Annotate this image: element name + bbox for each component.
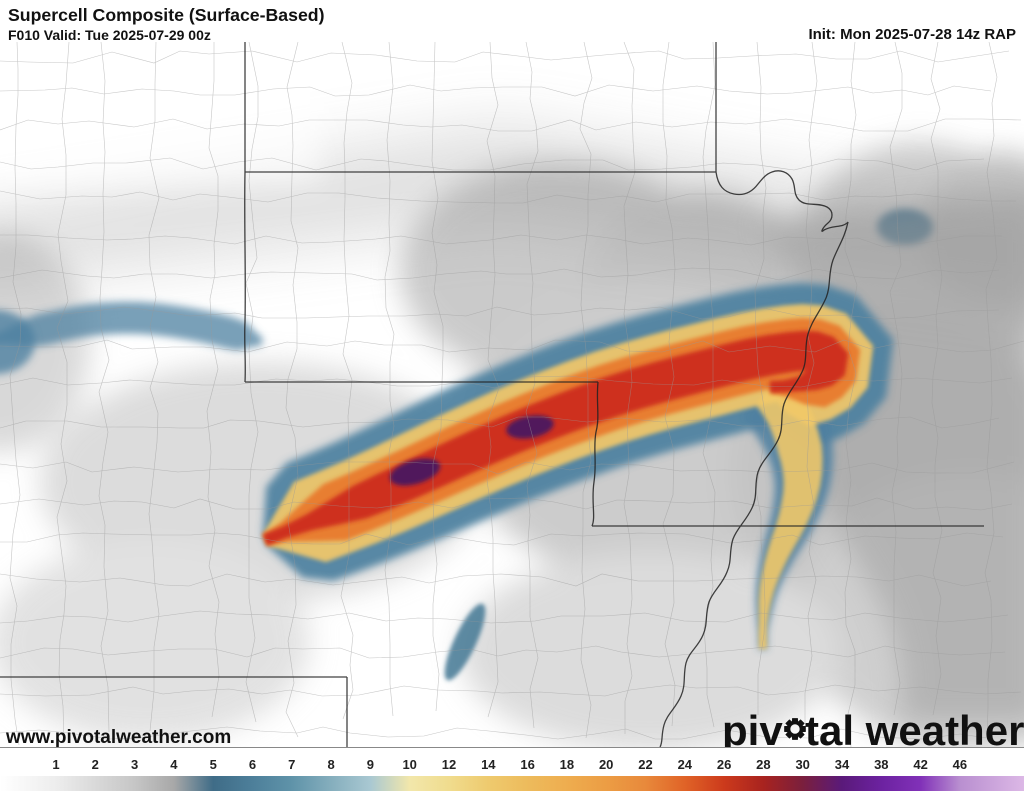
svg-text:22: 22 xyxy=(638,757,652,772)
svg-text:7: 7 xyxy=(288,757,295,772)
svg-text:42: 42 xyxy=(913,757,927,772)
svg-text:18: 18 xyxy=(560,757,574,772)
svg-text:3: 3 xyxy=(131,757,138,772)
svg-text:piv: piv xyxy=(722,707,783,747)
svg-text:6: 6 xyxy=(249,757,256,772)
svg-text:1: 1 xyxy=(52,757,59,772)
svg-text:2: 2 xyxy=(92,757,99,772)
svg-text:14: 14 xyxy=(481,757,496,772)
svg-text:38: 38 xyxy=(874,757,888,772)
svg-text:16: 16 xyxy=(520,757,534,772)
svg-text:5: 5 xyxy=(210,757,217,772)
svg-text:www.pivotalweather.com: www.pivotalweather.com xyxy=(5,727,231,747)
svg-text:26: 26 xyxy=(717,757,731,772)
svg-text:4: 4 xyxy=(170,757,178,772)
svg-text:24: 24 xyxy=(678,757,693,772)
svg-text:12: 12 xyxy=(442,757,456,772)
svg-text:10: 10 xyxy=(402,757,416,772)
svg-text:20: 20 xyxy=(599,757,613,772)
svg-text:tal weather: tal weather xyxy=(805,707,1024,747)
svg-text:8: 8 xyxy=(327,757,334,772)
svg-text:30: 30 xyxy=(795,757,809,772)
svg-text:9: 9 xyxy=(367,757,374,772)
svg-text:34: 34 xyxy=(835,757,850,772)
svg-text:46: 46 xyxy=(953,757,967,772)
svg-text:28: 28 xyxy=(756,757,770,772)
